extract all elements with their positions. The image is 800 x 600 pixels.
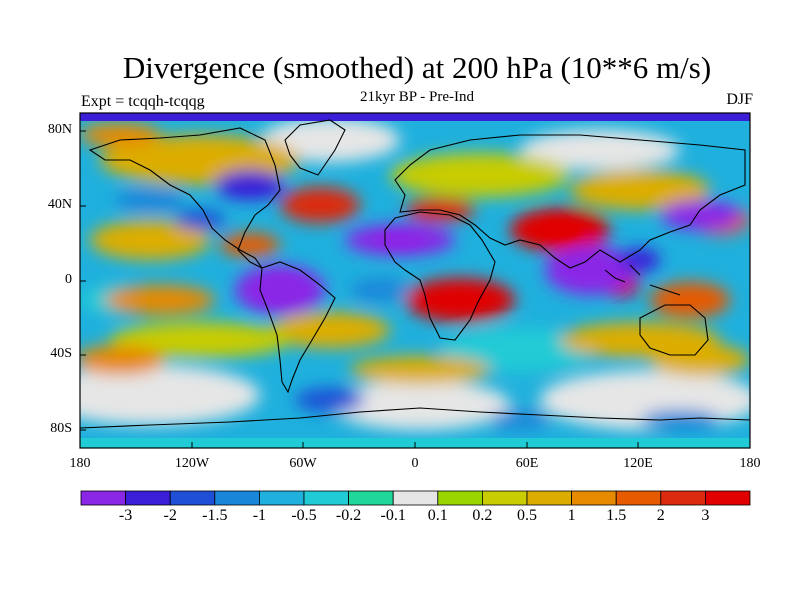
- lon-label-120E: 120E: [623, 456, 653, 471]
- colorbar-label: -0.2: [335, 507, 362, 524]
- colorbar-swatch-8: [437, 490, 483, 506]
- colorbar-swatch-11: [571, 490, 617, 506]
- colorbar-label: 1: [567, 507, 576, 524]
- africa-coast: [384, 211, 496, 341]
- lat-label-80S: 80S: [50, 421, 72, 436]
- lat-label-80N: 80N: [47, 122, 72, 137]
- lat-label-40N: 40N: [47, 197, 72, 212]
- plot-subtitle: 21kyr BP - Pre-Ind: [359, 89, 475, 105]
- maritime-continent: [604, 264, 681, 296]
- colorbar-label: 0.1: [427, 507, 448, 524]
- colorbar-label: -3: [118, 507, 133, 524]
- eurasia-coast: [394, 134, 746, 269]
- colorbar-swatch-12: [615, 490, 662, 506]
- colorbar-swatch-10: [526, 490, 572, 506]
- lon-label-180-east: 180: [739, 456, 761, 471]
- colorbar-swatch-3: [214, 490, 260, 506]
- colorbar: [80, 490, 751, 506]
- colorbar-swatch-9: [481, 490, 528, 506]
- colorbar-label: 0.5: [517, 507, 537, 524]
- colorbar-label: 1.5: [606, 507, 627, 524]
- colorbar-label: -1.5: [202, 507, 228, 524]
- greenland-coast: [284, 119, 346, 176]
- plot-title: Divergence (smoothed) at 200 hPa (10**6 …: [122, 50, 712, 85]
- colorbar-label: -1: [252, 507, 267, 524]
- lon-label-180-west: 180: [69, 456, 91, 471]
- colorbar-swatch-6: [348, 490, 394, 506]
- colorbar-label: 2: [656, 507, 665, 524]
- divergence-field: [80, 113, 750, 448]
- experiment-label: Expt = tcqqh-tcqqg: [81, 93, 205, 110]
- colorbar-swatch-4: [258, 490, 305, 506]
- lon-label-120W: 120W: [174, 456, 210, 471]
- colorbar-swatch-2: [169, 490, 216, 506]
- colorbar-label: -0.5: [291, 507, 317, 524]
- colorbar-swatch-5: [303, 490, 349, 506]
- colorbar-swatch-14: [705, 490, 751, 506]
- lat-label-40S: 40S: [50, 346, 72, 361]
- coastlines: [80, 119, 750, 429]
- south-america-coast: [259, 261, 336, 394]
- colorbar-swatch-13: [660, 490, 706, 506]
- axis-ticks: [79, 130, 751, 448]
- lon-label-60E: 60E: [515, 456, 539, 471]
- lat-label-0: 0: [65, 272, 72, 287]
- colorbar-label: 0.2: [472, 507, 493, 524]
- lon-label-60W: 60W: [289, 456, 317, 471]
- colorbar-label: -2: [163, 507, 177, 524]
- colorbar-swatch-7: [392, 490, 439, 506]
- north-america-coast: [88, 127, 281, 269]
- colorbar-label: -0.1: [380, 507, 406, 524]
- lon-label-0: 0: [411, 456, 419, 471]
- colorbar-label: 3: [701, 507, 710, 524]
- colorbar-swatch-1: [125, 490, 171, 506]
- antarctica-coast: [80, 407, 750, 429]
- colorbar-swatch-0: [80, 490, 126, 506]
- australia-coast: [639, 304, 709, 356]
- season-label: DJF: [726, 91, 753, 108]
